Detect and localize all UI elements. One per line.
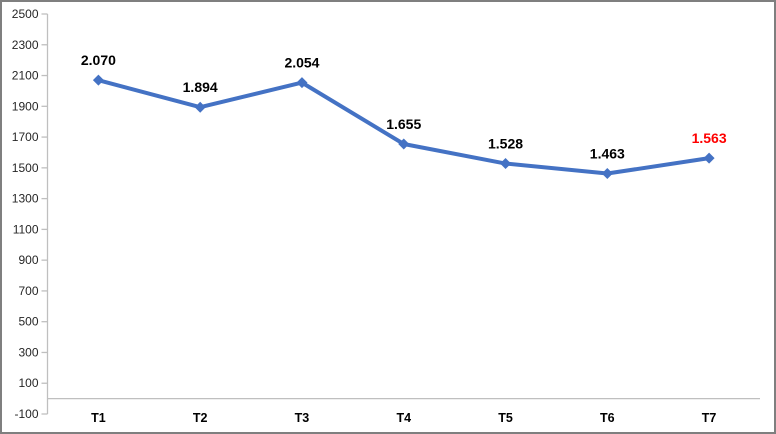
data-point-marker (92, 74, 104, 86)
data-point-marker (398, 138, 410, 150)
x-axis-category-label: T3 (295, 411, 310, 425)
x-axis-category-label: T7 (702, 411, 717, 425)
data-point-marker (296, 77, 308, 89)
y-axis-tick-label: 2100 (12, 69, 39, 83)
y-axis-tick-label: 100 (18, 376, 38, 390)
x-axis-category-label: T4 (396, 411, 411, 425)
y-axis-tick-label: 900 (18, 253, 38, 267)
y-axis-tick-label: 500 (18, 315, 38, 329)
data-point-label: 2.070 (81, 52, 116, 68)
data-point-label: 1.463 (590, 146, 625, 162)
data-point-label: 2.054 (284, 55, 319, 71)
y-axis-tick-label: 1500 (12, 161, 39, 175)
data-point-label-highlighted: 1.563 (692, 130, 727, 146)
y-axis-tick-label: 2300 (12, 38, 39, 52)
y-axis-tick-label: 700 (18, 284, 38, 298)
data-point-marker (703, 152, 715, 164)
x-axis-category-label: T5 (498, 411, 513, 425)
data-point-marker (601, 168, 613, 180)
y-axis-tick-label: 1900 (12, 99, 39, 113)
y-axis-tick-label: 1300 (12, 192, 39, 206)
y-axis-tick-label: 2500 (12, 7, 39, 21)
data-point-label: 1.528 (488, 136, 523, 152)
data-point-label: 1.655 (386, 116, 421, 132)
y-axis-tick-label: 300 (18, 345, 38, 359)
y-axis-tick-label: 1100 (13, 222, 39, 236)
data-point-marker (194, 101, 206, 113)
y-axis-tick-label: -100 (14, 407, 38, 421)
y-axis-tick-label: 1700 (12, 130, 39, 144)
x-axis-category-label: T6 (600, 411, 615, 425)
x-axis-category-label: T1 (91, 411, 106, 425)
data-point-marker (500, 158, 512, 170)
data-point-label: 1.894 (183, 79, 218, 95)
x-axis-category-label: T2 (193, 411, 208, 425)
